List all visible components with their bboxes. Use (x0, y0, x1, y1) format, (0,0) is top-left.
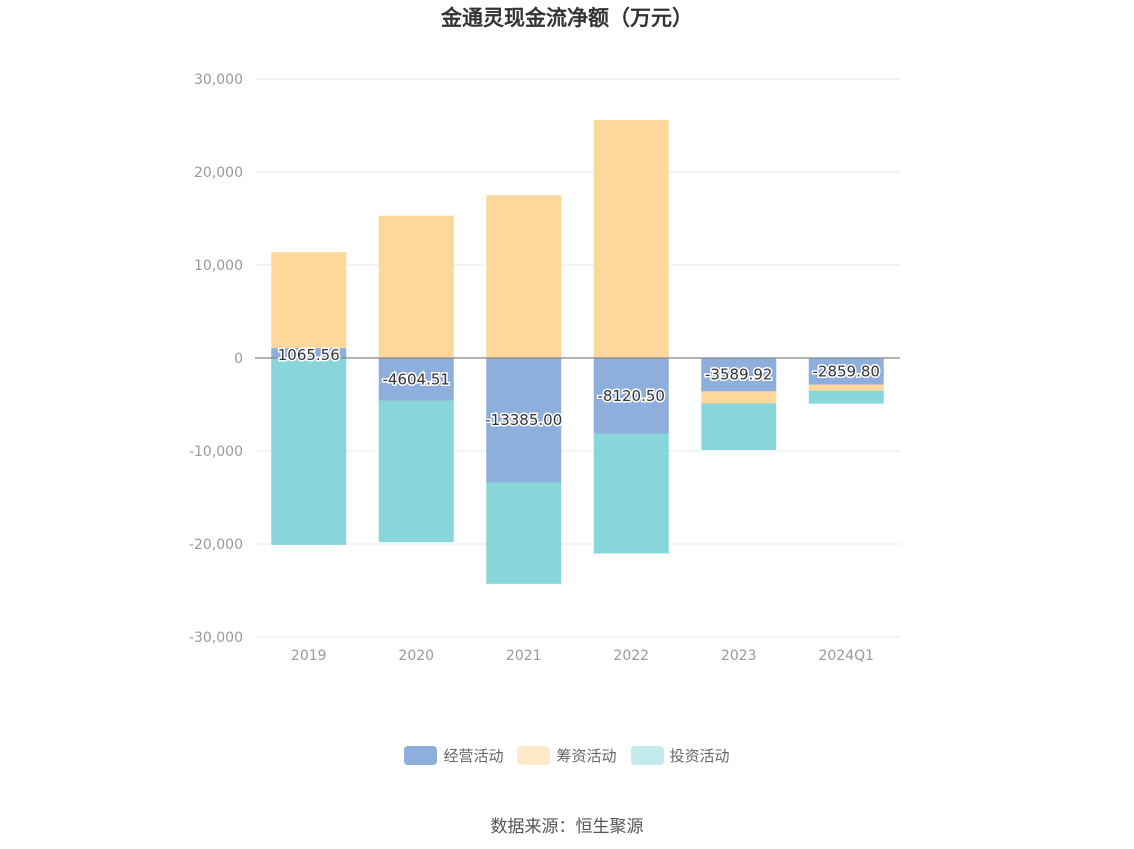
grid-lines (255, 78, 900, 638)
bar-financing (593, 119, 669, 358)
x-tick-label: 2022 (613, 648, 649, 664)
x-tick-label: 2024Q1 (818, 648, 874, 664)
legend-item-operating[interactable]: 经营活动 (404, 745, 503, 766)
legend-swatch-financing (517, 746, 551, 765)
bar-investing (701, 403, 777, 450)
data-label: -2859.80 (813, 362, 880, 380)
legend-item-investing[interactable]: 投资活动 (630, 745, 730, 766)
bars (271, 119, 884, 584)
data-labels: 1065.56 -4604.51 -13385.00 -8120.50 -3589.92… (276, 345, 881, 431)
y-tick-label: 0 (234, 351, 243, 367)
y-tick-label: -20,000 (189, 537, 243, 553)
chart-title: 金通灵现金流净额（万元） (441, 6, 693, 30)
bar-operating (486, 358, 562, 483)
y-tick-label: -10,000 (189, 444, 243, 460)
x-tick-label: 2020 (398, 648, 434, 664)
bar-operating (271, 348, 347, 358)
bar-operating (378, 358, 454, 401)
x-tick-label: 2021 (506, 648, 542, 664)
bar-operating (701, 358, 777, 392)
y-tick-label: -30,000 (189, 630, 243, 646)
x-axis-ticks: 2019 2020 2021 2022 2023 2024Q1 (291, 648, 874, 664)
bar-investing (808, 390, 884, 404)
bar-investing (593, 433, 669, 554)
legend: 经营活动 筹资活动 投资活动 (0, 745, 1134, 766)
data-label: -4604.51 (383, 370, 450, 388)
data-label: -8120.50 (598, 387, 665, 405)
y-axis-ticks: 30,000 20,000 10,000 0 -10,000 -20,000 -30,000 (189, 72, 243, 646)
bar-financing (486, 195, 562, 358)
x-tick-label: 2019 (291, 648, 327, 664)
data-label: 1065.56 (278, 346, 340, 364)
legend-label-financing: 筹资活动 (556, 747, 617, 765)
legend-label-operating: 经营活动 (443, 747, 504, 765)
legend-item-financing[interactable]: 筹资活动 (517, 745, 617, 766)
legend-swatch-operating (404, 746, 438, 765)
legend-swatch-investing (630, 746, 664, 765)
bar-financing (808, 384, 884, 391)
y-tick-label: 30,000 (194, 72, 243, 88)
data-source: 数据来源：恒生聚源 (490, 817, 644, 837)
bar-investing (378, 400, 454, 543)
bar-operating (593, 358, 669, 434)
legend-label-investing: 投资活动 (669, 747, 730, 765)
data-label: -13385.00 (485, 411, 562, 429)
bar-operating (808, 358, 884, 385)
y-tick-label: 20,000 (194, 165, 243, 181)
bar-financing (271, 252, 347, 349)
bar-investing (271, 358, 347, 545)
bar-investing (486, 482, 562, 584)
data-label: -3589.92 (705, 366, 772, 384)
y-tick-label: 10,000 (194, 258, 243, 274)
bar-financing (378, 215, 454, 358)
x-tick-label: 2023 (721, 648, 757, 664)
bar-financing (701, 391, 777, 404)
